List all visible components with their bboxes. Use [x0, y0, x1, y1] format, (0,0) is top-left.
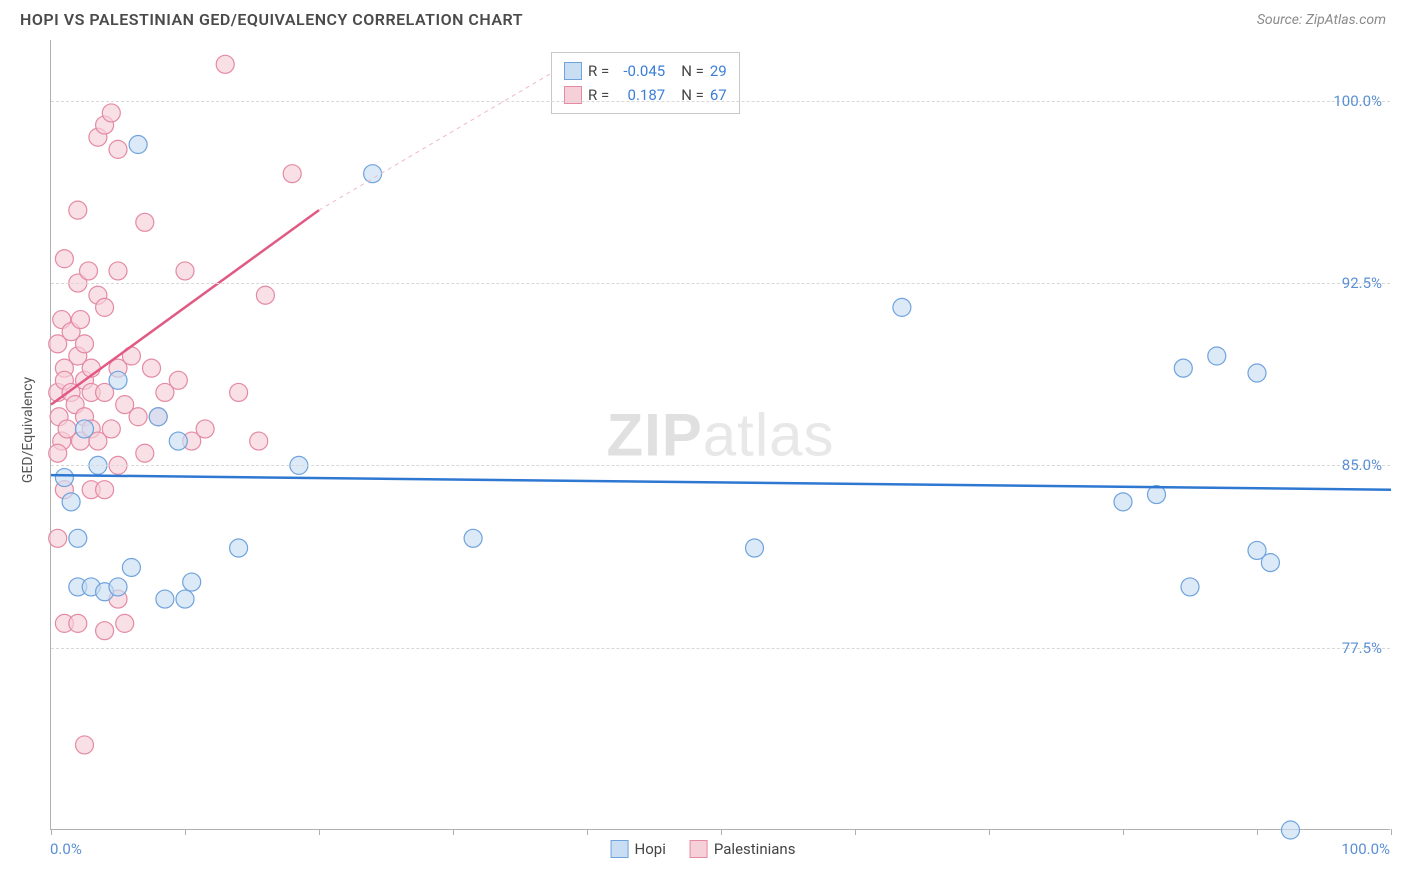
x-max-label: 100.0% [1341, 840, 1390, 858]
palestinians-r-value: 0.187 [615, 83, 665, 107]
legend-item-hopi: Hopi [611, 840, 666, 858]
palestinians-n-value: 67 [710, 83, 727, 107]
x-tick [453, 829, 454, 835]
x-tick [855, 829, 856, 835]
x-tick [587, 829, 588, 835]
x-tick [185, 829, 186, 835]
x-min-label: 0.0% [50, 840, 82, 858]
hopi-r-value: -0.045 [615, 59, 665, 83]
y-tick-label: 77.5% [1342, 639, 1382, 657]
stats-legend: R = -0.045 N = 29 R = 0.187 N = 67 [551, 52, 740, 114]
n-label-2: N = [681, 83, 704, 107]
grid-line [51, 101, 1390, 102]
x-tick [721, 829, 722, 835]
y-axis-title: GED/Equivalency [20, 377, 36, 483]
x-tick [989, 829, 990, 835]
series-legend: Hopi Palestinians [611, 840, 796, 858]
grid-line [51, 648, 1390, 649]
hopi-n-value: 29 [710, 59, 727, 83]
r-label: R = [588, 59, 609, 83]
x-tick [1257, 829, 1258, 835]
x-tick [1391, 829, 1392, 835]
grid-line [51, 283, 1390, 284]
chart-plot-area: ZIPatlas R = -0.045 N = 29 R = 0.187 N =… [50, 40, 1390, 830]
grid-line [51, 465, 1390, 466]
y-tick-label: 85.0% [1342, 456, 1382, 474]
source-label: Source: ZipAtlas.com [1257, 12, 1386, 28]
n-label: N = [681, 59, 704, 83]
r-label-2: R = [588, 83, 609, 107]
chart-title: HOPI VS PALESTINIAN GED/EQUIVALENCY CORR… [20, 10, 523, 29]
y-tick-label: 92.5% [1342, 274, 1382, 292]
y-tick-label: 100.0% [1333, 92, 1382, 110]
hopi-swatch-2 [611, 840, 629, 858]
palestinians-swatch-2 [690, 840, 708, 858]
hopi-legend-label: Hopi [635, 840, 666, 858]
x-tick [51, 829, 52, 835]
stats-row-hopi: R = -0.045 N = 29 [564, 59, 727, 83]
x-tick [319, 829, 320, 835]
palestinians-legend-label: Palestinians [714, 840, 796, 858]
hopi-swatch [564, 62, 582, 80]
stats-row-palestinians: R = 0.187 N = 67 [564, 83, 727, 107]
plot-svg [51, 40, 1390, 829]
x-tick [1123, 829, 1124, 835]
legend-item-palestinians: Palestinians [690, 840, 796, 858]
